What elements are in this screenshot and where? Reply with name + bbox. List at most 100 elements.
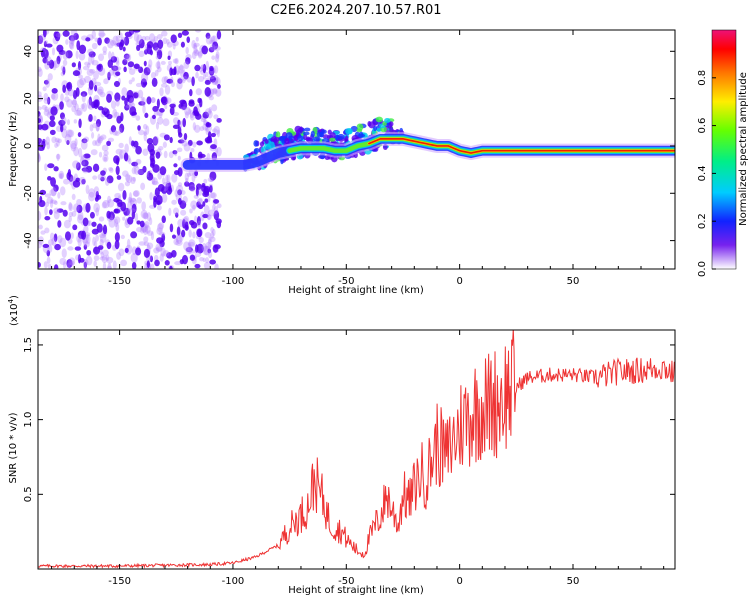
noise-speckle bbox=[42, 30, 47, 38]
noise-speckle bbox=[186, 36, 191, 43]
noise-speckle bbox=[177, 139, 185, 144]
spectrogram-ylabel: Frequency (Hz) bbox=[8, 111, 19, 187]
noise-speckle bbox=[209, 75, 216, 83]
y-tick-label: 40 bbox=[23, 45, 34, 58]
noise-speckle bbox=[203, 178, 208, 184]
noise-speckle bbox=[126, 238, 131, 249]
noise-speckle bbox=[144, 35, 150, 41]
noise-speckle bbox=[85, 255, 93, 266]
noise-speckle bbox=[99, 91, 106, 98]
cloud-mark bbox=[269, 141, 275, 149]
x-tick-label: -100 bbox=[222, 576, 245, 587]
noise-speckle bbox=[146, 260, 150, 268]
noise-speckle bbox=[81, 93, 86, 103]
noise-speckle bbox=[91, 54, 95, 65]
noise-speckle bbox=[66, 119, 70, 126]
noise-speckle bbox=[185, 247, 193, 253]
noise-speckle bbox=[72, 160, 80, 169]
noise-speckle bbox=[123, 54, 130, 62]
noise-speckle bbox=[105, 178, 110, 186]
noise-speckle bbox=[136, 227, 143, 233]
noise-speckle bbox=[207, 239, 212, 248]
cloud-mark bbox=[264, 139, 269, 144]
cloud-mark bbox=[373, 126, 377, 132]
noise-speckle bbox=[204, 198, 209, 203]
noise-speckle bbox=[72, 98, 77, 108]
noise-speckle bbox=[121, 87, 128, 97]
noise-speckle bbox=[136, 220, 141, 225]
noise-speckle bbox=[86, 62, 91, 68]
noise-speckle bbox=[175, 184, 184, 194]
noise-speckle bbox=[169, 136, 173, 144]
noise-speckle bbox=[205, 122, 212, 128]
noise-speckle bbox=[202, 201, 206, 207]
noise-speckle bbox=[42, 86, 47, 92]
noise-speckle bbox=[116, 175, 122, 180]
noise-speckle bbox=[54, 243, 61, 251]
noise-speckle bbox=[177, 77, 184, 82]
noise-speckle bbox=[177, 119, 181, 127]
noise-speckle bbox=[154, 69, 159, 77]
noise-speckle bbox=[106, 199, 115, 208]
noise-speckle bbox=[132, 176, 136, 182]
noise-speckle bbox=[38, 35, 44, 45]
noise-speckle bbox=[38, 210, 42, 221]
noise-speckle bbox=[131, 161, 138, 167]
colorbar: 0.0 0.2 0.4 0.6 0.8 Normalized spectral ampl… bbox=[697, 29, 749, 277]
noise-speckle bbox=[125, 173, 131, 182]
noise-speckle bbox=[143, 123, 148, 130]
noise-speckle bbox=[103, 78, 109, 85]
noise-speckle bbox=[139, 220, 145, 228]
noise-speckle bbox=[100, 176, 105, 182]
noise-speckle bbox=[162, 250, 170, 257]
noise-speckle bbox=[47, 96, 51, 105]
y-tick-label: 0 bbox=[23, 143, 34, 149]
noise-speckle bbox=[135, 82, 143, 88]
noise-speckle bbox=[197, 75, 205, 82]
colorbar-tick-label: 0.8 bbox=[697, 70, 708, 86]
noise-speckle bbox=[125, 104, 133, 109]
noise-speckle bbox=[71, 193, 76, 201]
noise-speckle bbox=[209, 236, 216, 243]
noise-speckle bbox=[176, 226, 181, 236]
noise-speckle bbox=[59, 112, 65, 120]
noise-speckle bbox=[100, 170, 106, 176]
noise-speckle bbox=[62, 209, 68, 217]
noise-speckle bbox=[199, 126, 205, 132]
noise-speckle bbox=[151, 77, 158, 88]
noise-speckle bbox=[68, 203, 74, 212]
noise-speckle bbox=[92, 246, 101, 255]
noise-speckle bbox=[110, 125, 117, 133]
noise-speckle bbox=[177, 65, 185, 74]
noise-speckle bbox=[191, 76, 195, 87]
noise-speckle bbox=[208, 106, 212, 114]
noise-speckle bbox=[158, 231, 166, 236]
noise-speckle bbox=[106, 265, 112, 269]
noise-speckle bbox=[143, 248, 151, 258]
noise-speckle bbox=[115, 165, 120, 176]
noise-speckle bbox=[68, 216, 72, 223]
snr-ylabel: SNR (10 * v/v) bbox=[8, 412, 19, 483]
noise-speckle bbox=[67, 169, 72, 177]
noise-speckle bbox=[187, 241, 195, 247]
noise-speckle bbox=[56, 140, 60, 147]
noise-speckle bbox=[45, 136, 50, 145]
noise-speckle bbox=[189, 112, 195, 121]
noise-speckle bbox=[50, 199, 58, 204]
snr-series-line bbox=[38, 330, 675, 569]
noise-speckle bbox=[214, 53, 220, 63]
noise-speckle bbox=[114, 239, 120, 250]
noise-speckle bbox=[203, 186, 210, 196]
noise-speckle bbox=[116, 252, 122, 260]
noise-speckle bbox=[139, 226, 145, 234]
noise-speckle bbox=[77, 60, 82, 71]
noise-speckle bbox=[128, 208, 136, 213]
noise-speckle bbox=[195, 36, 199, 42]
noise-speckle bbox=[178, 103, 184, 109]
noise-speckle bbox=[189, 208, 193, 214]
noise-speckle bbox=[123, 53, 130, 60]
noise-speckle bbox=[193, 194, 200, 199]
noise-speckle bbox=[53, 210, 60, 220]
cloud-mark bbox=[375, 116, 383, 123]
noise-speckle bbox=[98, 135, 104, 142]
